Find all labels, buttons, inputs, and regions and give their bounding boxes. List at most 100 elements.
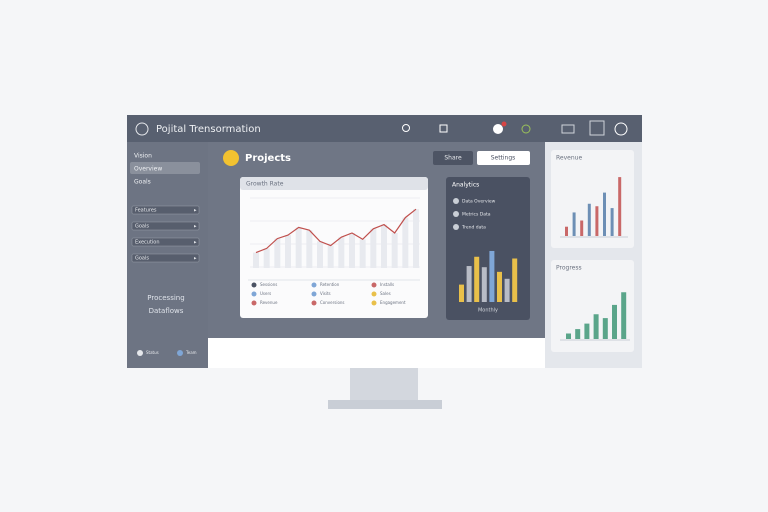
bar	[327, 245, 334, 268]
share-button[interactable]	[433, 151, 473, 165]
bar	[359, 239, 366, 268]
nav-item[interactable]: Goals	[134, 179, 151, 186]
dropdown[interactable]	[131, 237, 200, 247]
nav-item[interactable]: Vision	[134, 153, 152, 160]
bar	[391, 233, 398, 268]
sidebar-active	[130, 162, 200, 174]
sidebar-footer: Processing	[147, 294, 184, 302]
legend-dot	[251, 300, 257, 306]
monitor-neck	[350, 368, 418, 400]
analytics-card	[446, 177, 530, 320]
card-title: Growth Rate	[246, 181, 284, 188]
item-label[interactable]: Metrics Data	[462, 212, 491, 218]
bar	[253, 252, 259, 268]
logo	[135, 122, 149, 136]
legend-label: Engagement	[380, 300, 406, 305]
dropdown[interactable]	[131, 205, 200, 215]
user-label: Team	[185, 350, 197, 355]
bar	[413, 209, 419, 268]
bar	[402, 217, 409, 268]
bar	[338, 237, 345, 268]
card-title: Revenue	[556, 155, 582, 162]
bar	[572, 212, 576, 236]
bar	[263, 248, 270, 268]
bar	[474, 256, 480, 302]
item-icon	[453, 198, 459, 204]
bar	[603, 192, 606, 236]
legend-label: Sessions	[260, 282, 277, 287]
status-icon[interactable]	[521, 124, 531, 134]
settings-button[interactable]	[477, 151, 530, 165]
user-label: Status	[146, 350, 159, 355]
legend-label: Conversions	[320, 300, 345, 305]
legend-dot	[371, 291, 377, 297]
user-dot	[137, 350, 143, 356]
dropdown[interactable]	[131, 221, 200, 231]
bar	[587, 203, 591, 236]
app-title: Pojital Trensormation	[156, 124, 261, 135]
legend-label: Revenue	[260, 300, 278, 305]
monitor-base	[328, 400, 442, 409]
dropdown-arrow: ▸	[194, 208, 197, 214]
legend-dot	[311, 300, 317, 306]
legend-label: Users	[260, 291, 271, 296]
item-icon	[453, 211, 459, 217]
card-title: Progress	[556, 265, 582, 272]
project-badge	[223, 150, 239, 166]
bar	[285, 235, 291, 268]
legend-label: Sales	[380, 291, 391, 296]
dropdown-arrow: ▸	[194, 224, 197, 230]
clock-icon[interactable]	[614, 122, 628, 136]
main-heading: Projects	[245, 153, 291, 164]
legend-dot	[311, 282, 317, 288]
top-bar	[127, 115, 642, 142]
item-label[interactable]: Data Overview	[462, 199, 496, 205]
bar	[504, 278, 510, 302]
grid-icon[interactable]	[439, 124, 448, 133]
legend-dot	[371, 282, 377, 288]
bar	[580, 220, 584, 236]
bar	[381, 224, 387, 268]
bar	[481, 267, 487, 302]
sidebar-footer: Dataflows	[149, 307, 184, 315]
nav-item[interactable]: Overview	[134, 166, 162, 173]
bar	[575, 329, 581, 339]
dropdown-arrow: ▸	[194, 256, 197, 262]
bar	[584, 323, 590, 339]
dropdown-label: Goals	[135, 256, 149, 262]
card-title: Analytics	[452, 182, 479, 189]
dropdown[interactable]	[131, 253, 200, 263]
bar	[295, 227, 302, 268]
dropdown-label: Goals	[135, 224, 149, 230]
chart-footer: Monthly	[478, 308, 498, 314]
growth-card	[240, 177, 428, 318]
notification-badge	[501, 121, 507, 127]
bar	[565, 226, 568, 236]
bar	[459, 284, 464, 302]
bar	[566, 333, 571, 339]
item-label[interactable]: Trend data	[461, 225, 486, 231]
bar	[612, 304, 617, 339]
bar	[489, 250, 495, 302]
bar	[497, 271, 502, 302]
legend-dot	[251, 282, 257, 288]
dropdown-label: Features	[135, 208, 157, 214]
flag-icon[interactable]	[589, 120, 605, 136]
bar	[618, 177, 622, 236]
button-label: Settings	[491, 155, 516, 162]
bar	[466, 266, 472, 302]
bar	[610, 208, 614, 236]
dropdown-arrow: ▸	[194, 240, 197, 246]
bottom-strip	[208, 338, 545, 368]
legend-dot	[371, 300, 377, 306]
revenue-card	[551, 150, 634, 248]
menu-icon[interactable]	[561, 124, 575, 134]
notification-icon[interactable]	[493, 124, 503, 134]
bar	[512, 258, 518, 302]
search-icon[interactable]	[402, 124, 410, 132]
bar	[621, 292, 627, 339]
button-label: Share	[444, 155, 462, 162]
bar	[317, 241, 323, 268]
bar	[602, 318, 608, 339]
